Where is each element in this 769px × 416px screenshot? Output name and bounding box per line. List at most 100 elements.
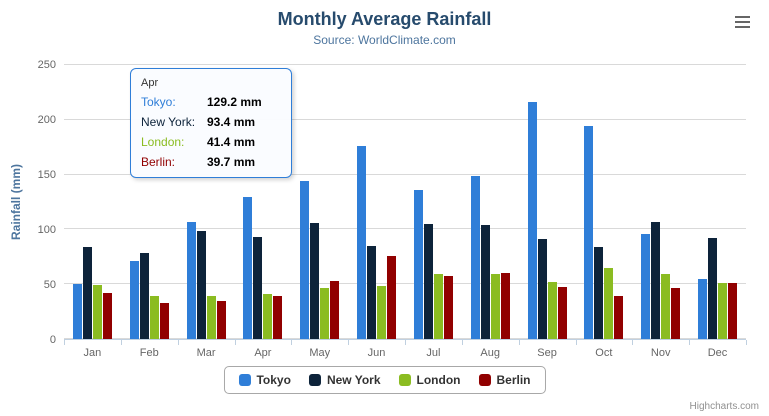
bar-tokyo-apr[interactable] [243,197,253,339]
bar-berlin-feb[interactable] [159,302,169,339]
bar-tokyo-nov[interactable] [641,234,651,339]
gridline [64,173,746,175]
bar-new-york-feb[interactable] [139,252,149,339]
legend-swatch [238,374,251,386]
tooltip-series-label: New York: [141,115,196,129]
bar-berlin-oct[interactable] [614,296,624,339]
bar-london-nov[interactable] [661,274,671,339]
bar-new-york-mar[interactable] [196,231,206,339]
bar-berlin-sep[interactable] [557,286,567,339]
bar-berlin-nov[interactable] [671,287,681,339]
tooltip-value: 93.4 mm [207,115,256,129]
bar-london-feb[interactable] [149,296,159,339]
bar-london-may[interactable] [320,287,330,339]
legend-item-berlin[interactable]: Berlin [478,373,531,387]
x-axis-labels: Jan Feb Mar Apr May Jun Jul Aug Sep Oct Nov Dec [64,347,746,359]
bar-new-york-jun[interactable] [367,246,377,339]
plot-area [64,64,746,340]
tooltip-value: 39.7 mm [207,155,256,169]
chart-subtitle: Source: WorldClimate.com [313,33,456,47]
bar-london-dec[interactable] [718,282,728,339]
bar-groups [64,65,746,339]
bar-london-jun[interactable] [377,286,387,339]
bar-berlin-aug[interactable] [500,272,510,339]
bar-london-jul[interactable] [433,274,443,339]
tooltip-value: 129.2 mm [207,95,262,109]
context-menu-button[interactable] [729,11,755,33]
bar-london-mar[interactable] [206,295,216,339]
tooltip: Apr Tokyo: 129.2 mm New York: 93.4 mm London… [130,68,292,178]
bar-tokyo-jun[interactable] [357,146,367,339]
credits-link[interactable]: Highcharts.com [689,401,759,412]
bar-group-apr [234,65,291,339]
x-axis-label: Nov [650,347,671,359]
bar-group-aug [462,65,519,339]
bar-london-jan[interactable] [92,285,102,339]
bar-tokyo-sep[interactable] [527,101,537,339]
bar-group-jan [64,65,121,339]
legend-item-tokyo[interactable]: Tokyo [238,373,291,387]
bar-new-york-jan[interactable] [82,247,92,339]
bar-tokyo-feb[interactable] [129,260,139,339]
bar-london-sep[interactable] [547,281,557,339]
bar-berlin-mar[interactable] [216,301,226,339]
y-tick-label: 0 [49,334,56,346]
bar-group-jul [405,65,462,339]
tooltip-series-label: Tokyo: [141,95,176,109]
bar-berlin-dec[interactable] [728,283,738,339]
bar-new-york-apr[interactable] [253,236,263,339]
x-tick-mark [746,340,747,345]
x-tick-mark [64,340,65,345]
x-axis-label: May [309,347,331,359]
bar-tokyo-aug[interactable] [470,176,480,339]
gridline [64,228,746,230]
legend-item-new-york[interactable]: New York [308,373,381,387]
bar-new-york-oct[interactable] [594,247,604,339]
bar-tokyo-may[interactable] [300,181,310,339]
bar-berlin-may[interactable] [330,281,340,339]
bar-new-york-may[interactable] [310,222,320,339]
x-tick-mark [689,340,691,345]
y-tick-label: 100 [37,224,56,236]
legend-swatch [398,374,411,386]
bar-berlin-jan[interactable] [102,292,112,339]
x-tick-mark [575,340,577,345]
x-tick-mark [348,340,350,345]
tooltip-category: Apr [141,77,159,89]
chart-title: Monthly Average Rainfall [277,9,492,29]
gridline [64,338,746,339]
y-axis-labels: 0 50 100 150 200 250 [0,59,56,346]
bar-tokyo-mar[interactable] [186,222,196,339]
bar-berlin-jun[interactable] [387,256,397,339]
bar-group-sep [519,65,576,339]
gridline [64,118,746,120]
bar-tokyo-dec[interactable] [698,279,708,339]
bar-group-jun [348,65,405,339]
bar-group-dec [689,65,746,339]
tooltip-series-label: London: [141,135,185,149]
bar-new-york-sep[interactable] [537,239,547,339]
bar-london-apr[interactable] [263,293,273,339]
y-tick-label: 200 [37,114,56,126]
bar-new-york-nov[interactable] [651,222,661,339]
x-axis-label: Jun [367,347,386,359]
legend-swatch [308,374,321,386]
bar-london-aug[interactable] [490,273,500,339]
x-tick-mark [518,340,520,345]
bar-berlin-jul[interactable] [443,276,453,339]
bar-tokyo-jan[interactable] [72,284,82,339]
x-tick-mark [177,340,179,345]
legend-item-london[interactable]: London [398,373,461,387]
legend-label: Tokyo [256,373,291,387]
x-tick-mark [234,340,236,345]
bar-london-oct[interactable] [604,267,614,339]
x-tick-mark [632,340,634,345]
bar-tokyo-oct[interactable] [584,126,594,339]
bar-berlin-apr[interactable] [273,295,283,339]
bar-new-york-jul[interactable] [423,223,433,339]
bar-tokyo-jul[interactable] [413,190,423,339]
bar-new-york-aug[interactable] [480,224,490,339]
tooltip-row: New York: 93.4 mm [141,115,281,129]
x-axis-label: Mar [196,347,216,359]
bar-new-york-dec[interactable] [708,237,718,339]
